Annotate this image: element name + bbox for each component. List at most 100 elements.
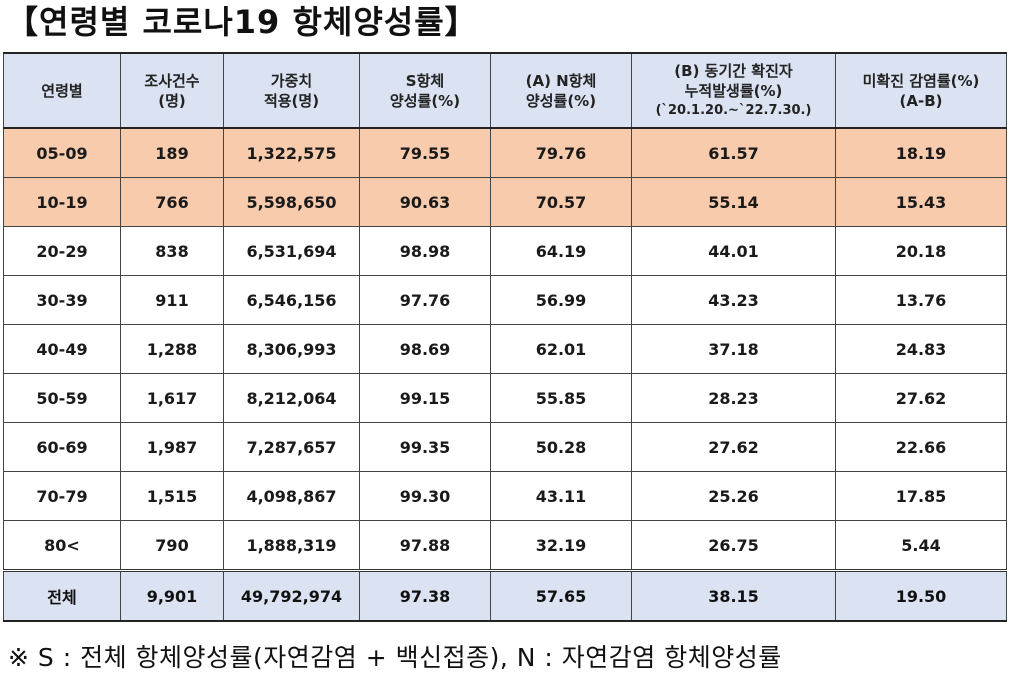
weighted-cell: 1,888,319: [223, 520, 360, 571]
count-cell: 1,288: [120, 324, 224, 374]
total-s-rate-cell: 97.38: [359, 569, 491, 622]
s-rate-cell: 98.98: [359, 226, 491, 276]
cumulative-cell: 26.75: [631, 520, 836, 571]
table-row: 10-19 766 5,598,650 90.63 70.57 55.14 15.43: [3, 177, 1007, 227]
n-rate-cell: 64.19: [490, 226, 632, 276]
unconfirmed-cell: 27.62: [835, 373, 1007, 423]
s-rate-cell: 98.69: [359, 324, 491, 374]
header-label-line2: 양성률(%): [525, 91, 597, 110]
cumulative-cell: 61.57: [631, 127, 836, 178]
weighted-cell: 7,287,657: [223, 422, 360, 472]
count-cell: 838: [120, 226, 224, 276]
table-row: 80< 790 1,888,319 97.88 32.19 26.75 5.44: [3, 520, 1007, 571]
total-count-cell: 9,901: [120, 569, 224, 622]
n-rate-cell: 62.01: [490, 324, 632, 374]
header-label-line2: (명): [158, 91, 186, 110]
table-row: 70-79 1,515 4,098,867 99.30 43.11 25.26 17.85: [3, 471, 1007, 521]
header-label-line1: 연령별: [41, 81, 83, 100]
table-row: 20-29 838 6,531,694 98.98 64.19 44.01 20.18: [3, 226, 1007, 276]
antibody-rate-table-container: 연령별 조사건수 (명) 가중치 적용(명) S항체 양성률(%) (A) N항…: [3, 52, 1007, 622]
header-unconfirmed-infection-rate: 미확진 감염률(%) (A-B): [835, 52, 1007, 129]
table-row: 30-39 911 6,546,156 97.76 56.99 43.23 13.76: [3, 275, 1007, 325]
age-cell: 10-19: [3, 177, 121, 227]
s-rate-cell: 97.76: [359, 275, 491, 325]
table-header: 연령별 조사건수 (명) 가중치 적용(명) S항체 양성률(%) (A) N항…: [3, 52, 1007, 129]
n-rate-cell: 55.85: [490, 373, 632, 423]
cumulative-cell: 27.62: [631, 422, 836, 472]
s-rate-cell: 99.30: [359, 471, 491, 521]
unconfirmed-cell: 22.66: [835, 422, 1007, 472]
header-weighted-count: 가중치 적용(명): [223, 52, 360, 129]
total-cumulative-cell: 38.15: [631, 569, 836, 622]
count-cell: 189: [120, 127, 224, 178]
header-n-antibody-rate: (A) N항체 양성률(%): [490, 52, 632, 129]
age-cell: 40-49: [3, 324, 121, 374]
s-rate-cell: 90.63: [359, 177, 491, 227]
table-row: 50-59 1,617 8,212,064 99.15 55.85 28.23 27.62: [3, 373, 1007, 423]
header-survey-count: 조사건수 (명): [120, 52, 224, 129]
s-rate-cell: 97.88: [359, 520, 491, 571]
header-cumulative-incidence: (B) 동기간 확진자 누적발생률(%) (`20.1.20.~`22.7.30…: [631, 52, 836, 129]
age-cell: 05-09: [3, 127, 121, 178]
weighted-cell: 5,598,650: [223, 177, 360, 227]
cumulative-cell: 43.23: [631, 275, 836, 325]
header-age-group: 연령별: [3, 52, 121, 129]
n-rate-cell: 32.19: [490, 520, 632, 571]
header-label-line1: S항체: [405, 71, 445, 90]
weighted-cell: 4,098,867: [223, 471, 360, 521]
header-label-line1: (B) 동기간 확진자: [674, 61, 793, 80]
header-s-antibody-rate: S항체 양성률(%): [359, 52, 491, 129]
table-footer: 전체 9,901 49,792,974 97.38 57.65 38.15 19…: [3, 569, 1007, 622]
count-cell: 911: [120, 275, 224, 325]
n-rate-cell: 50.28: [490, 422, 632, 472]
header-label-line3: (`20.1.20.~`22.7.30.): [655, 102, 812, 118]
cumulative-cell: 37.18: [631, 324, 836, 374]
s-rate-cell: 79.55: [359, 127, 491, 178]
weighted-cell: 8,212,064: [223, 373, 360, 423]
weighted-cell: 1,322,575: [223, 127, 360, 178]
header-label-line1: 조사건수: [144, 71, 200, 90]
total-weighted-cell: 49,792,974: [223, 569, 360, 622]
cumulative-cell: 28.23: [631, 373, 836, 423]
weighted-cell: 6,531,694: [223, 226, 360, 276]
n-rate-cell: 43.11: [490, 471, 632, 521]
unconfirmed-cell: 13.76: [835, 275, 1007, 325]
table-row: 05-09 189 1,322,575 79.55 79.76 61.57 18.19: [3, 127, 1007, 178]
header-label-line1: (A) N항체: [525, 71, 597, 90]
count-cell: 1,617: [120, 373, 224, 423]
n-rate-cell: 70.57: [490, 177, 632, 227]
header-label-line2: 양성률(%): [389, 91, 461, 110]
count-cell: 1,515: [120, 471, 224, 521]
header-label-line1: 가중치: [270, 71, 313, 90]
age-cell: 30-39: [3, 275, 121, 325]
cumulative-cell: 55.14: [631, 177, 836, 227]
unconfirmed-cell: 17.85: [835, 471, 1007, 521]
s-rate-cell: 99.15: [359, 373, 491, 423]
age-cell: 80<: [3, 520, 121, 571]
age-cell: 50-59: [3, 373, 121, 423]
age-cell: 20-29: [3, 226, 121, 276]
weighted-cell: 8,306,993: [223, 324, 360, 374]
n-rate-cell: 79.76: [490, 127, 632, 178]
s-rate-cell: 99.35: [359, 422, 491, 472]
count-cell: 766: [120, 177, 224, 227]
n-rate-cell: 56.99: [490, 275, 632, 325]
page-title: 【연령별 코로나19 항체양성률】: [6, 3, 478, 41]
header-label-line2: (A-B): [899, 91, 943, 110]
total-row: 전체 9,901 49,792,974 97.38 57.65 38.15 19…: [3, 569, 1007, 622]
total-n-rate-cell: 57.65: [490, 569, 632, 622]
unconfirmed-cell: 20.18: [835, 226, 1007, 276]
age-cell: 70-79: [3, 471, 121, 521]
table-row: 40-49 1,288 8,306,993 98.69 62.01 37.18 24.83: [3, 324, 1007, 374]
table-body: 05-09 189 1,322,575 79.55 79.76 61.57 18.19 10-…: [3, 127, 1007, 571]
unconfirmed-cell: 15.43: [835, 177, 1007, 227]
unconfirmed-cell: 18.19: [835, 127, 1007, 178]
age-cell: 60-69: [3, 422, 121, 472]
header-label-line2: 적용(명): [263, 91, 320, 110]
count-cell: 1,987: [120, 422, 224, 472]
table-row: 60-69 1,987 7,287,657 99.35 50.28 27.62 22.66: [3, 422, 1007, 472]
unconfirmed-cell: 24.83: [835, 324, 1007, 374]
header-label-line1: 미확진 감염률(%): [862, 71, 980, 90]
cumulative-cell: 25.26: [631, 471, 836, 521]
total-age-cell: 전체: [3, 569, 121, 622]
